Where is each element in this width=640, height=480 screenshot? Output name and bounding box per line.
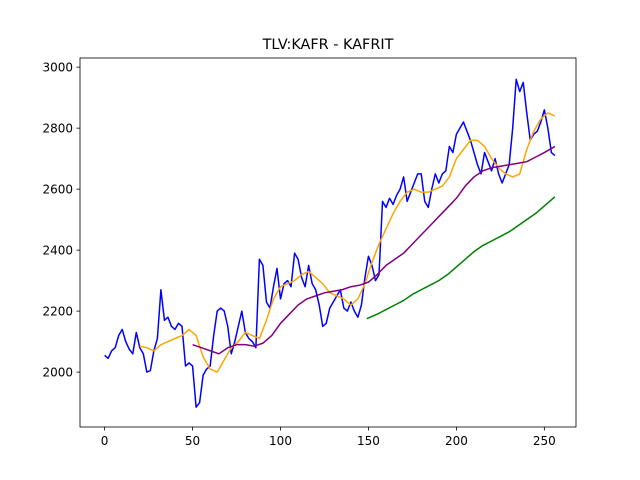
y-tick-label: 2200 xyxy=(42,304,73,318)
x-tick-label: 200 xyxy=(445,434,468,448)
x-tick-label: 0 xyxy=(101,434,109,448)
y-tick-label: 3000 xyxy=(42,60,73,74)
x-tick-label: 50 xyxy=(185,434,200,448)
series-line-1 xyxy=(139,112,556,373)
y-tick-label: 2000 xyxy=(42,365,73,379)
x-tick-label: 100 xyxy=(269,434,292,448)
series-layer xyxy=(104,78,556,408)
x-tick-label: 150 xyxy=(357,434,380,448)
y-tick-label: 2400 xyxy=(42,243,73,257)
y-tick-label: 2600 xyxy=(42,182,73,196)
series-line-3 xyxy=(366,196,556,320)
plot-frame xyxy=(79,57,577,428)
y-tick-label: 2800 xyxy=(42,121,73,135)
chart-title: TLV:KAFR - KAFRIT xyxy=(262,37,394,53)
x-tick-label: 250 xyxy=(533,434,556,448)
axes-layer: 0 50 100 150 200 250 2000 2200 2400 2600 2800 3000 xyxy=(42,57,577,448)
series-line-0 xyxy=(104,78,556,408)
series-line-2 xyxy=(192,145,556,355)
